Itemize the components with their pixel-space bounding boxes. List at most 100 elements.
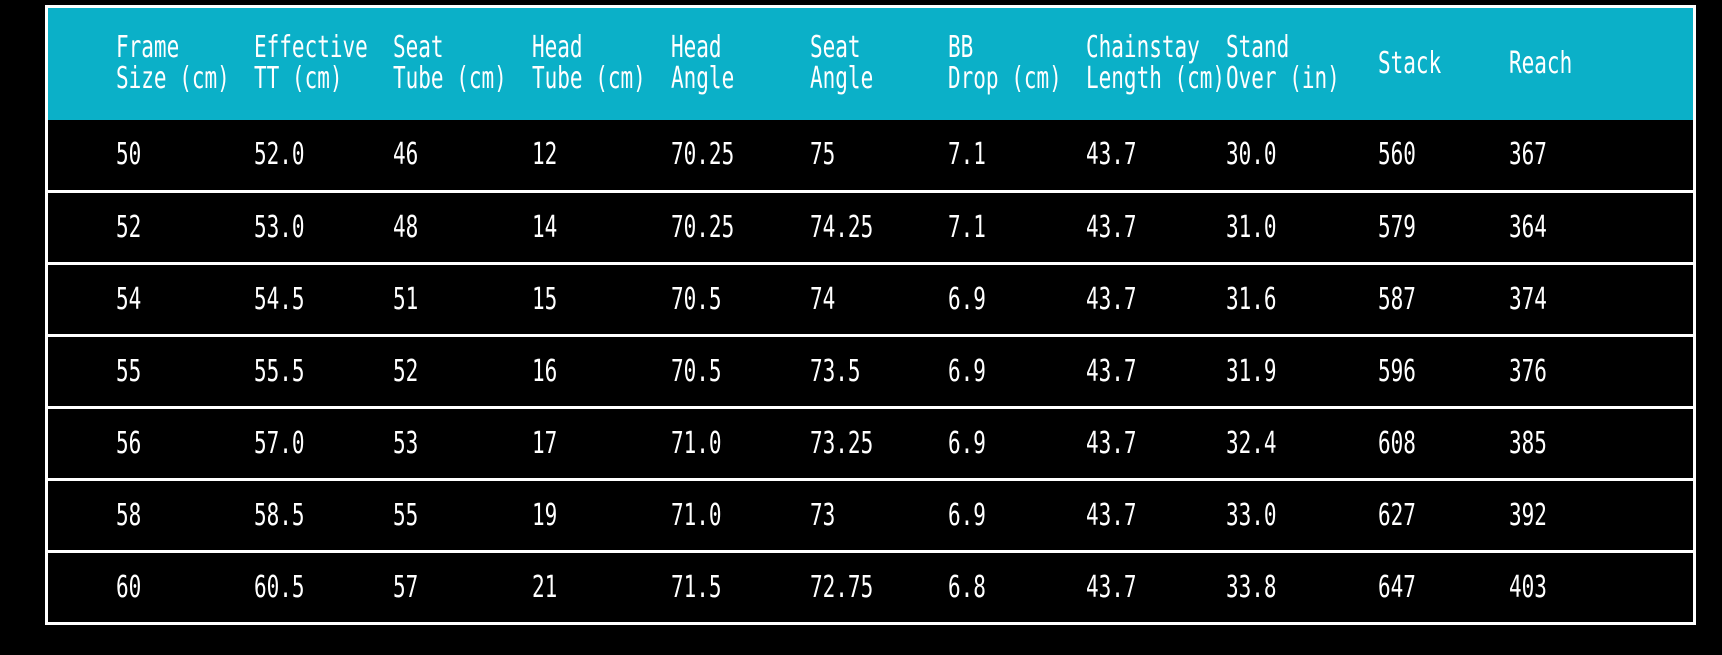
table-row-frame-52: 52 53.0 48 14 70.25 74.25 7.1 43.7 31.0 … <box>46 191 1695 264</box>
cell: 15 <box>464 264 602 336</box>
cell: 12 <box>464 120 602 192</box>
cell-value: 54 <box>116 282 142 317</box>
column-header-text: Reach <box>1509 48 1572 79</box>
cell-value: 51 <box>393 282 419 317</box>
header-line: BB <box>948 29 974 65</box>
cell: 43.7 <box>1018 192 1157 264</box>
column-header-stack: Stack <box>1310 7 1441 120</box>
column-header-text: Seat Tube (cm) <box>393 32 507 94</box>
cell: 71.5 <box>603 552 742 624</box>
cell-value: 52.0 <box>253 137 305 173</box>
column-header-seat-tube: Seat Tube (cm) <box>325 7 507 120</box>
cell-value: 33.0 <box>1225 498 1277 533</box>
cell: 608 <box>1310 408 1441 480</box>
column-header-text: Frame Size (cm) <box>116 32 230 94</box>
cell-value: 48 <box>393 210 419 245</box>
cell-value: 60 <box>116 570 142 605</box>
cell-value: 72.75 <box>809 570 873 605</box>
cell-value: 55 <box>116 354 142 389</box>
table-row-frame-58: 58 58.5 55 19 71.0 73 6.9 43.7 33.0 627 … <box>46 479 1695 552</box>
cell-value: 55 <box>393 498 419 533</box>
cell: 50 <box>47 120 186 192</box>
header-line: Seat <box>809 29 861 65</box>
cell: 32.4 <box>1158 408 1310 480</box>
table-row-frame-60: 60 60.5 57 21 71.5 72.75 6.8 43.7 33.8 6… <box>46 551 1695 624</box>
cell-value: 73 <box>809 498 836 533</box>
cell: 364 <box>1441 192 1695 264</box>
cell-value: 364 <box>1509 210 1547 245</box>
cell-value: 58 <box>116 498 142 533</box>
table-row-frame-55: 55 55.5 52 16 70.5 73.5 6.9 43.7 31.9 59… <box>46 335 1695 408</box>
table-row-frame-54: 54 54.5 51 15 70.5 74 6.9 43.7 31.6 587 … <box>46 263 1695 336</box>
cell-value: 70.25 <box>670 137 734 173</box>
cell: 73.5 <box>742 336 880 408</box>
cell: 71.0 <box>603 408 742 480</box>
cell-value: 71.5 <box>670 570 722 605</box>
table-row-frame-56: 56 57.0 53 17 71.0 73.25 6.9 43.7 32.4 6… <box>46 407 1695 480</box>
cell-value: 16 <box>532 354 558 389</box>
cell-value: 74.25 <box>809 210 873 245</box>
cell-value: 43.7 <box>1086 498 1137 533</box>
cell: 53.0 <box>186 192 325 264</box>
cell-value: 15 <box>532 282 558 317</box>
cell: 54 <box>47 264 186 336</box>
cell-value: 32.4 <box>1225 426 1277 461</box>
cell-value: 57.0 <box>253 426 305 461</box>
cell: 7.1 <box>880 120 1018 192</box>
cell-value: 43.7 <box>1086 570 1137 605</box>
cell: 70.5 <box>603 264 742 336</box>
cell: 587 <box>1310 264 1441 336</box>
cell-value: 647 <box>1377 570 1416 605</box>
cell-value: 6.9 <box>948 354 986 389</box>
cell: 30.0 <box>1158 120 1310 192</box>
cell: 58 <box>47 480 186 552</box>
cell: 71.0 <box>603 480 742 552</box>
cell-value: 14 <box>532 210 558 245</box>
header-line: Stack <box>1377 46 1441 82</box>
cell: 6.9 <box>880 408 1018 480</box>
cell-value: 6.8 <box>948 570 986 605</box>
cell-value: 7.1 <box>948 210 986 245</box>
cell: 31.9 <box>1158 336 1310 408</box>
header-line: Tube (cm) <box>532 60 647 96</box>
cell: 627 <box>1310 480 1441 552</box>
cell-value: 392 <box>1509 498 1547 533</box>
cell: 392 <box>1441 480 1695 552</box>
cell: 55.5 <box>186 336 325 408</box>
cell: 57.0 <box>186 408 325 480</box>
header-line: Tube (cm) <box>393 60 507 96</box>
cell: 7.1 <box>880 192 1018 264</box>
cell-value: 46 <box>393 137 419 173</box>
cell: 43.7 <box>1018 336 1157 408</box>
cell: 46 <box>325 120 464 192</box>
cell: 43.7 <box>1018 264 1157 336</box>
cell-value: 70.25 <box>670 210 734 245</box>
cell: 53 <box>325 408 464 480</box>
cell-value: 43.7 <box>1086 426 1137 461</box>
header-line: Frame <box>116 29 180 65</box>
cell-value: 70.5 <box>670 354 722 389</box>
cell: 31.0 <box>1158 192 1310 264</box>
cell: 54.5 <box>186 264 325 336</box>
cell: 43.7 <box>1018 552 1157 624</box>
cell: 52.0 <box>186 120 325 192</box>
column-header-text: Chainstay Length (cm) <box>1086 32 1225 94</box>
column-header-text: Head Angle <box>671 32 734 94</box>
column-header-text: Seat Angle <box>810 32 873 94</box>
cell-value: 55.5 <box>253 354 305 389</box>
cell-value: 579 <box>1377 210 1416 245</box>
cell-value: 43.7 <box>1086 282 1137 317</box>
cell: 60.5 <box>186 552 325 624</box>
cell-value: 376 <box>1509 354 1547 389</box>
column-header-text: Stack <box>1378 48 1441 79</box>
cell-value: 33.8 <box>1225 570 1277 605</box>
cell-value: 31.9 <box>1225 354 1277 389</box>
cell-value: 56 <box>116 426 142 461</box>
cell-value: 596 <box>1377 354 1416 389</box>
cell-value: 403 <box>1509 570 1547 605</box>
header-line: Chainstay <box>1086 29 1201 65</box>
cell-value: 53 <box>393 426 419 461</box>
column-header-text: BB Drop (cm) <box>948 32 1062 94</box>
cell-value: 74 <box>809 282 836 317</box>
header-row: Frame Size (cm) Effective TT (cm) Seat T… <box>46 6 1695 120</box>
